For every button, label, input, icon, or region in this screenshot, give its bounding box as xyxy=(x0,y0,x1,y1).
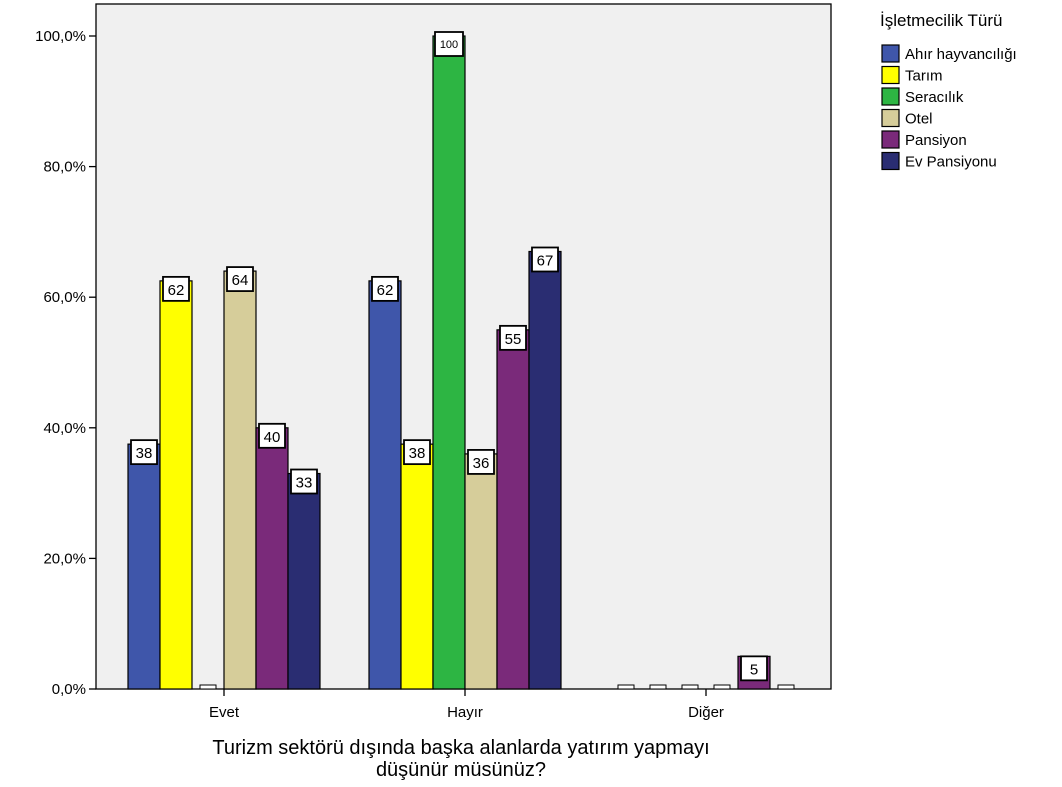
bars: 38 62 64 40 33 62 38 100 36 55 67 5 xyxy=(127,31,795,690)
legend-swatch xyxy=(881,44,900,63)
zero-marker xyxy=(777,684,795,690)
x-axis-title: düşünür müsünüz? xyxy=(376,759,546,781)
zero-marker xyxy=(617,684,635,690)
x-axis-title: Turizm sektörü dışında başka alanlarda y… xyxy=(212,737,709,759)
legend-title: İşletmecilik Türü xyxy=(880,11,1003,30)
bar xyxy=(400,443,434,690)
y-tick-label: 80,0% xyxy=(43,159,86,176)
data-label: 38 xyxy=(409,445,426,462)
data-label-box xyxy=(499,324,527,351)
x-axis: Evet Hayır Diğer Turizm sektörü dışında baş… xyxy=(209,689,724,781)
x-tick-label: Diğer xyxy=(688,704,724,721)
bar xyxy=(368,280,402,690)
data-label-box xyxy=(130,439,158,466)
data-label: 64 xyxy=(232,272,249,289)
bar xyxy=(464,453,498,690)
data-label-box xyxy=(162,275,190,302)
legend-swatch xyxy=(881,65,900,85)
zero-marker xyxy=(199,684,217,690)
data-label: 40 xyxy=(264,429,281,446)
data-label: 5 xyxy=(750,661,758,678)
data-label-box xyxy=(226,266,254,292)
data-label-box xyxy=(403,439,431,466)
legend-swatch xyxy=(881,130,900,149)
bar xyxy=(496,329,530,690)
y-tick-label: 40,0% xyxy=(43,420,86,437)
zero-marker xyxy=(713,684,731,690)
bar xyxy=(432,35,466,690)
x-tick-label: Hayır xyxy=(447,704,483,721)
data-label: 100 xyxy=(440,39,458,51)
legend-entry: Tarım xyxy=(905,68,943,85)
legend-entry: Ahır hayvancılığı xyxy=(905,46,1017,63)
legend-entry: Pansiyon xyxy=(905,132,967,149)
data-label: 62 xyxy=(377,282,394,299)
legend: İşletmecilik Türü Ahır hayvancılığı Tarım S… xyxy=(880,11,1017,171)
zero-marker xyxy=(649,684,667,690)
legend-swatch xyxy=(881,151,900,171)
data-label-box xyxy=(258,422,286,449)
zero-marker xyxy=(681,684,699,690)
y-tick-label: 20,0% xyxy=(43,550,86,567)
data-label-box xyxy=(740,655,768,682)
legend-swatch xyxy=(881,87,900,106)
legend-entry: Otel xyxy=(905,111,933,128)
y-axis: 0,0% 20,0% 40,0% 60,0% 80,0% 100,0% xyxy=(35,28,96,698)
x-tick-label: Evet xyxy=(209,704,240,721)
bar xyxy=(528,250,562,690)
data-label: 36 xyxy=(473,455,490,472)
data-label: 38 xyxy=(136,445,153,462)
data-label: 33 xyxy=(296,475,313,492)
data-label: 67 xyxy=(537,252,554,269)
y-tick-label: 60,0% xyxy=(43,289,86,306)
y-tick-label: 100,0% xyxy=(35,28,86,45)
y-tick-label: 0,0% xyxy=(52,681,86,698)
data-label-box xyxy=(290,468,318,495)
legend-swatch xyxy=(881,108,900,128)
data-label-box xyxy=(371,275,399,302)
legend-entry: Seracılık xyxy=(905,89,964,106)
data-label: 55 xyxy=(505,331,522,348)
data-label-box xyxy=(531,246,559,273)
bar xyxy=(287,472,321,690)
data-label-box xyxy=(434,31,464,57)
bar xyxy=(159,280,193,690)
bar xyxy=(223,270,257,690)
legend-entry: Ev Pansiyonu xyxy=(905,154,997,171)
bar xyxy=(255,427,289,690)
bar xyxy=(127,443,161,690)
data-label-box xyxy=(467,449,495,475)
data-label: 62 xyxy=(168,282,185,299)
